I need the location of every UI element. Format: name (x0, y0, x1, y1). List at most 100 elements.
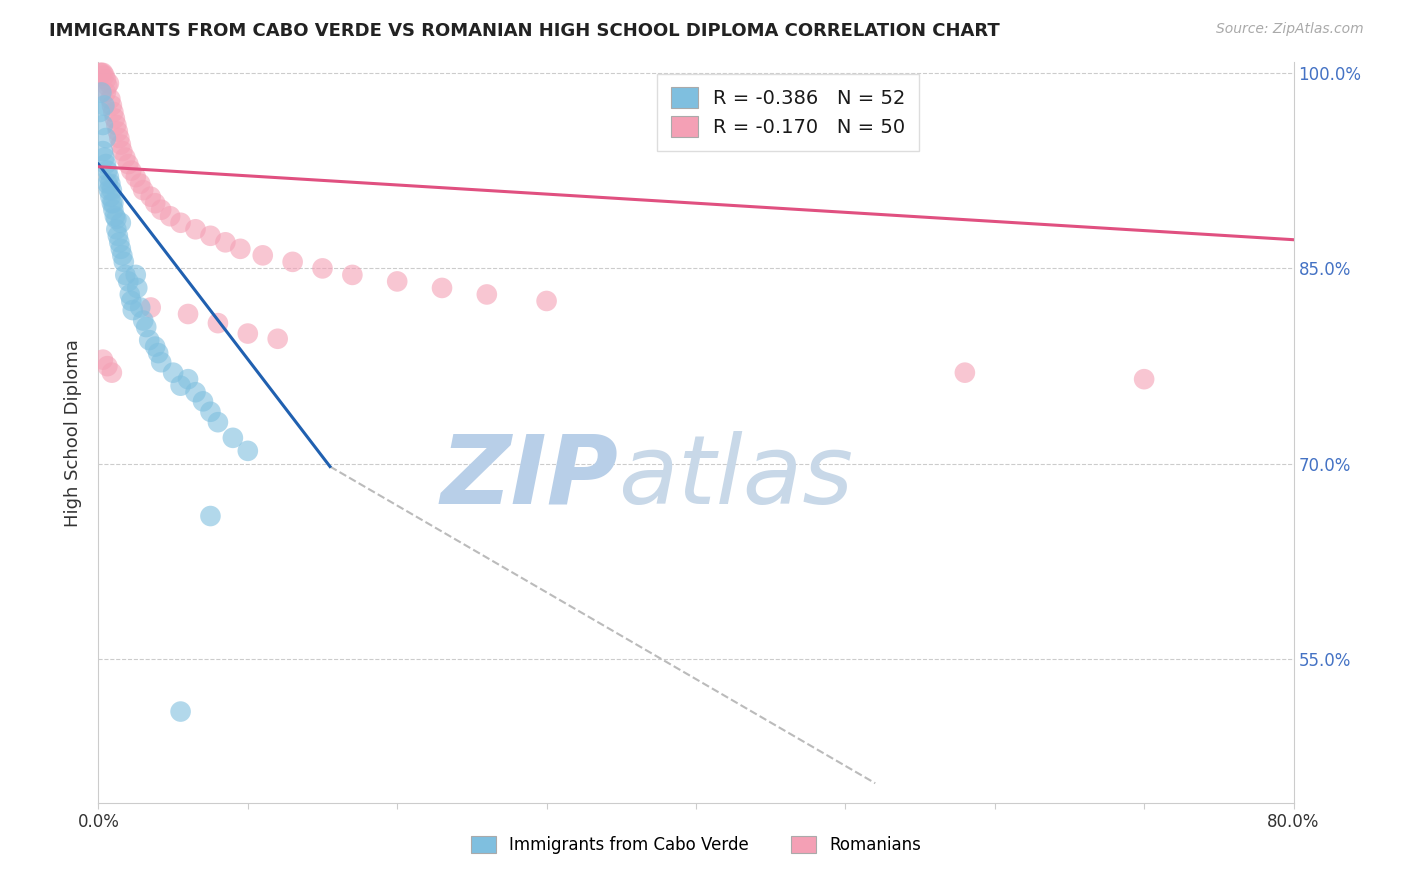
Legend: Immigrants from Cabo Verde, Romanians: Immigrants from Cabo Verde, Romanians (464, 830, 928, 861)
Point (94, 72, 117, 87)
Point (94, 157, 117, 171)
Point (200, 405, 222, 419)
Point (150, 355, 173, 369)
Point (97, 76, 120, 90)
Point (117, 274, 139, 288)
Point (90, 66, 112, 80)
Point (184, 222, 207, 236)
Point (207, 316, 229, 330)
Point (236, 326, 259, 341)
Point (112, 255, 135, 269)
Point (129, 177, 152, 191)
Point (94, 86, 117, 100)
Point (104, 112, 127, 126)
Point (342, 268, 364, 282)
Point (89, 66, 111, 80)
Y-axis label: High School Diploma: High School Diploma (65, 339, 83, 526)
Point (143, 340, 166, 354)
Point (200, 509, 222, 524)
Point (139, 190, 162, 204)
Point (120, 163, 142, 178)
Point (103, 202, 125, 217)
Point (93, 151, 115, 165)
Point (97, 183, 120, 197)
Point (96, 163, 118, 178)
Point (110, 242, 132, 256)
Point (169, 378, 191, 392)
Point (114, 268, 136, 282)
Point (101, 196, 124, 211)
Point (169, 705, 191, 719)
Point (96, 78, 118, 93)
Point (953, 366, 976, 380)
Point (103, 105, 125, 120)
Point (96, 359, 118, 373)
Point (200, 228, 222, 243)
Point (107, 228, 129, 243)
Point (101, 183, 124, 197)
Point (475, 287, 498, 301)
Point (236, 443, 259, 458)
Point (118, 287, 141, 301)
Point (125, 268, 148, 282)
Point (114, 151, 136, 165)
Point (96, 177, 118, 191)
Point (107, 124, 129, 138)
Point (191, 394, 214, 409)
Point (111, 144, 134, 158)
Point (105, 118, 128, 132)
Point (135, 320, 157, 334)
Point (536, 293, 558, 308)
Point (129, 301, 152, 315)
Point (97, 170, 120, 185)
Point (150, 202, 173, 217)
Point (104, 209, 127, 223)
Point (91, 66, 114, 80)
Point (132, 183, 155, 197)
Point (281, 255, 304, 269)
Point (98, 190, 122, 204)
Point (93, 98, 115, 112)
Point (98, 177, 122, 191)
Point (91, 118, 114, 132)
Point (430, 281, 453, 295)
Point (127, 281, 149, 295)
Point (252, 248, 274, 262)
Point (94, 131, 117, 145)
Point (90, 86, 112, 100)
Point (143, 196, 166, 211)
Point (101, 98, 124, 112)
Point (169, 216, 191, 230)
Text: Source: ZipAtlas.com: Source: ZipAtlas.com (1216, 22, 1364, 37)
Point (110, 137, 132, 152)
Text: atlas: atlas (619, 431, 853, 524)
Point (120, 293, 142, 308)
Point (91, 144, 114, 158)
Point (101, 366, 124, 380)
Point (125, 170, 148, 185)
Point (177, 307, 200, 321)
Point (98, 92, 122, 106)
Point (159, 209, 181, 223)
Point (385, 274, 409, 288)
Point (117, 157, 139, 171)
Point (222, 431, 245, 445)
Point (162, 366, 184, 380)
Point (207, 415, 229, 429)
Point (229, 242, 252, 256)
Point (103, 196, 125, 211)
Point (108, 235, 131, 250)
Point (139, 301, 162, 315)
Text: IMMIGRANTS FROM CABO VERDE VS ROMANIAN HIGH SCHOOL DIPLOMA CORRELATION CHART: IMMIGRANTS FROM CABO VERDE VS ROMANIAN H… (49, 22, 1000, 40)
Point (105, 222, 128, 236)
Point (108, 131, 131, 145)
Point (93, 69, 115, 83)
Point (148, 346, 170, 360)
Point (267, 332, 290, 346)
Point (105, 211, 128, 226)
Point (111, 248, 134, 262)
Point (311, 261, 333, 276)
Point (177, 372, 200, 386)
Point (214, 235, 236, 250)
Point (89, 105, 111, 120)
